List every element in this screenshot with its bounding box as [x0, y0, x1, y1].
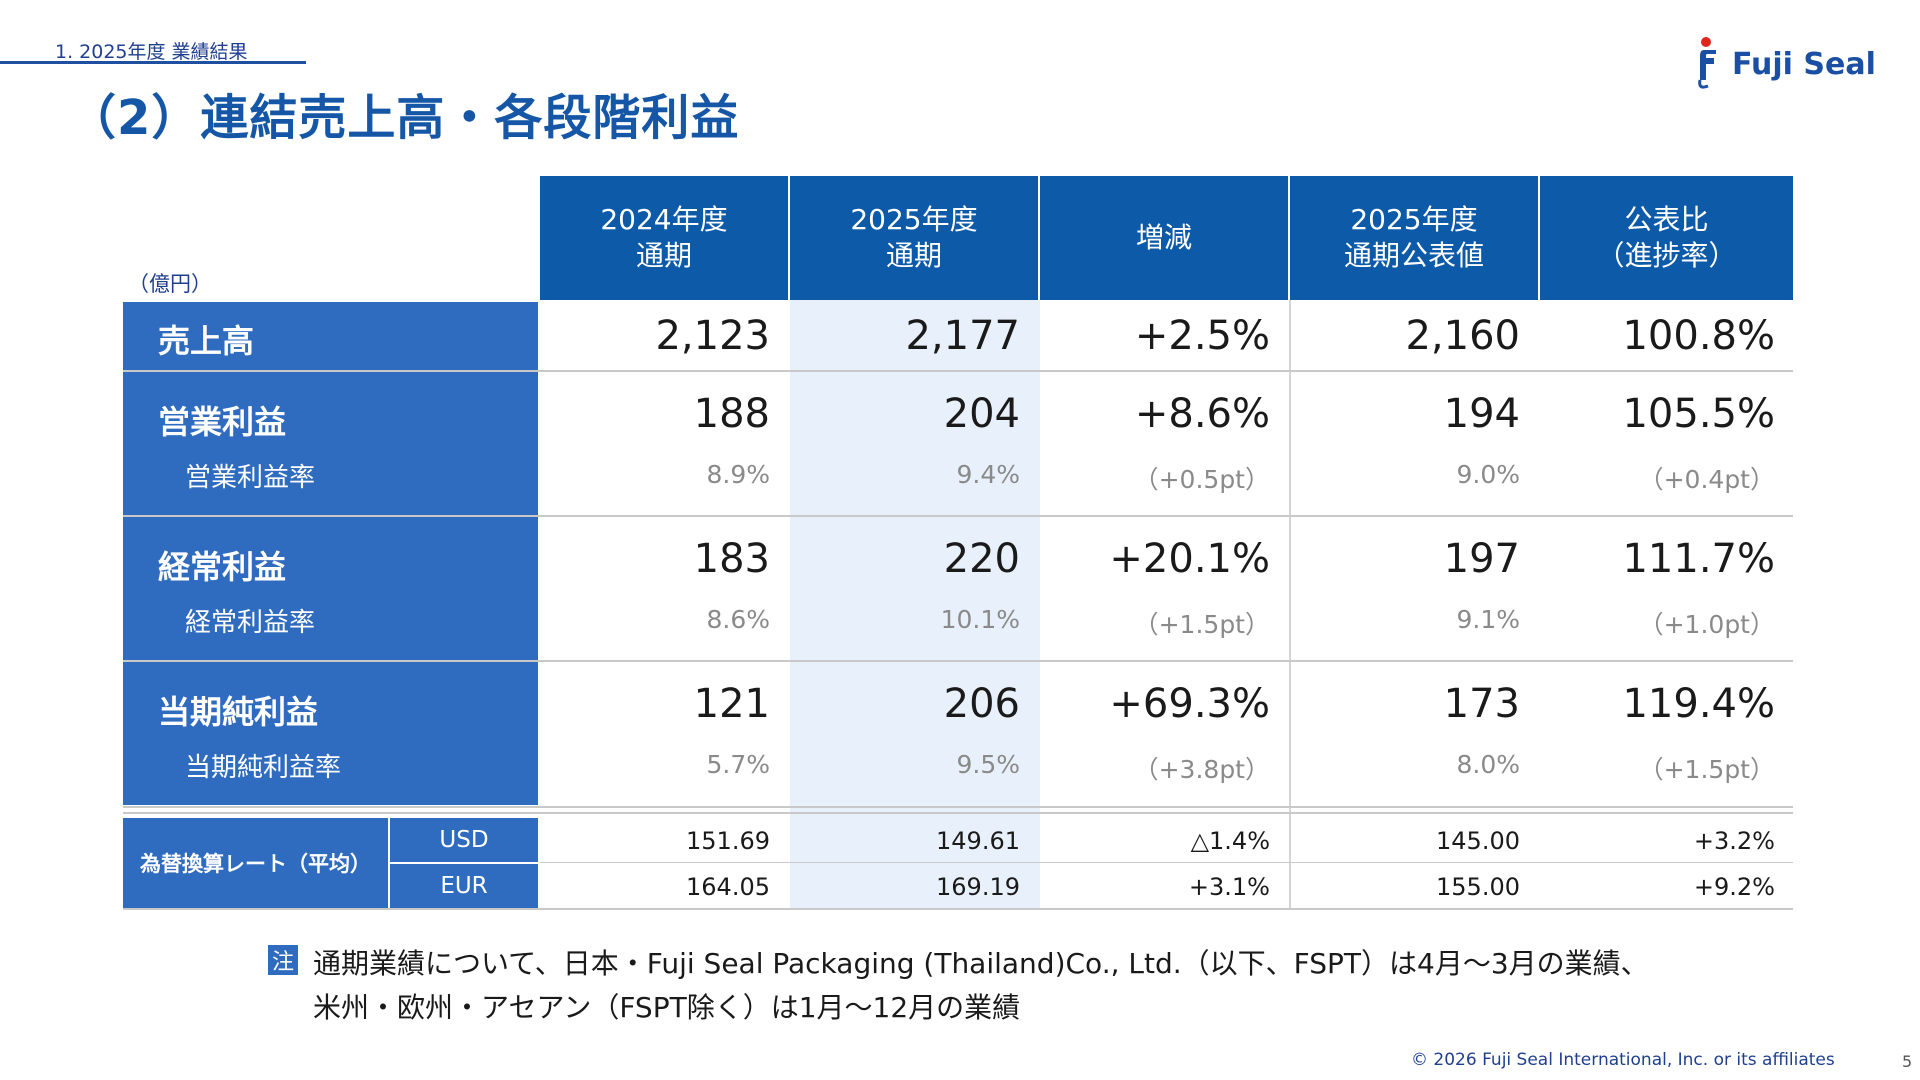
brand-name: Fuji Seal	[1732, 46, 1876, 82]
cell-op-fy2024: 188	[693, 391, 770, 437]
cell-net-fy2025: 206	[943, 681, 1020, 727]
cell-opm-change: （+0.5pt）	[1133, 465, 1270, 494]
row-sublabel-text: 当期純利益率	[185, 753, 342, 783]
fx-usd-progress: +3.2%	[1693, 827, 1775, 855]
section-underline	[0, 61, 306, 64]
fx-usd-change: △1.4%	[1190, 827, 1270, 855]
fx-eur-change: +3.1%	[1188, 873, 1270, 901]
cell-opm-fy2025: 9.4%	[956, 460, 1020, 489]
header-fy2025: 2025年度 通期	[790, 176, 1038, 300]
cell-ord-change: +20.1%	[1109, 536, 1270, 582]
unit-label: （億円）	[128, 272, 212, 296]
row-divider	[123, 806, 1793, 808]
cell-net-change: +69.3%	[1109, 681, 1270, 727]
cell-netm-change: （+3.8pt）	[1133, 755, 1270, 784]
cell-ord-forecast: 197	[1443, 536, 1520, 582]
cell-netm-forecast: 8.0%	[1456, 750, 1520, 779]
row-label-ordinary-profit: 経常利益 経常利益率	[123, 517, 538, 660]
cell-opm-fy2024: 8.9%	[706, 460, 770, 489]
header-progress: 公表比 （進捗率）	[1540, 176, 1793, 300]
cell-net-fy2024: 121	[693, 681, 770, 727]
cell-ord-progress: 111.7%	[1622, 536, 1775, 582]
row-label-text: 売上高	[158, 322, 255, 360]
cell-netm-fy2025: 9.5%	[956, 750, 1020, 779]
note-badge: 注	[268, 945, 298, 975]
cell-sales-fy2024: 2,123	[655, 313, 770, 359]
cell-opm-progress: （+0.4pt）	[1638, 465, 1775, 494]
cell-op-change: +8.6%	[1134, 391, 1270, 437]
page-title: （2）連結売上高・各段階利益	[68, 90, 740, 146]
fx-eur-progress: +9.2%	[1693, 873, 1775, 901]
cell-op-fy2025: 204	[943, 391, 1020, 437]
page-number: 5	[1902, 1052, 1913, 1071]
header-change: 増減	[1040, 176, 1288, 300]
fx-currency-usd: USD	[390, 818, 538, 862]
cell-ord-fy2024: 183	[693, 536, 770, 582]
row-divider	[123, 370, 1793, 372]
fx-eur-forecast: 155.00	[1436, 873, 1520, 901]
row-divider	[123, 812, 1793, 814]
cell-net-forecast: 173	[1443, 681, 1520, 727]
cell-opm-forecast: 9.0%	[1456, 460, 1520, 489]
cell-sales-change: +2.5%	[1134, 313, 1270, 359]
note-text: 通期業績について、日本・Fuji Seal Packaging (Thailan…	[313, 942, 1649, 1030]
note-line-2: 米州・欧州・アセアン（FSPT除く）は1月～12月の業績	[313, 991, 1021, 1024]
cell-sales-forecast: 2,160	[1405, 313, 1520, 359]
fx-eur-fy2024: 164.05	[686, 873, 770, 901]
row-divider	[123, 515, 1793, 517]
row-sublabel-text: 経常利益率	[185, 608, 316, 638]
brand-mark-icon	[1698, 37, 1716, 89]
row-label-text: 経常利益	[158, 548, 287, 586]
cell-net-progress: 119.4%	[1622, 681, 1775, 727]
cell-op-forecast: 194	[1443, 391, 1520, 437]
cell-ord-fy2025: 220	[943, 536, 1020, 582]
fx-usd-forecast: 145.00	[1436, 827, 1520, 855]
column-divider	[1289, 300, 1291, 908]
fx-eur-fy2025: 169.19	[936, 873, 1020, 901]
cell-netm-progress: （+1.5pt）	[1638, 755, 1775, 784]
cell-op-progress: 105.5%	[1622, 391, 1775, 437]
note-line-1: 通期業績について、日本・Fuji Seal Packaging (Thailan…	[313, 947, 1649, 980]
fx-usd-fy2025: 149.61	[936, 827, 1020, 855]
row-divider	[123, 660, 1793, 662]
header-fy2024: 2024年度 通期	[540, 176, 788, 300]
cell-ordm-progress: （+1.0pt）	[1638, 610, 1775, 639]
cell-ordm-fy2024: 8.6%	[706, 605, 770, 634]
header-forecast: 2025年度 通期公表値	[1290, 176, 1538, 300]
cell-netm-fy2024: 5.7%	[706, 750, 770, 779]
row-label-text: 当期純利益	[158, 693, 319, 731]
cell-sales-fy2025: 2,177	[905, 313, 1020, 359]
row-label-operating-profit: 営業利益 営業利益率	[123, 372, 538, 515]
row-label-net-income: 当期純利益 当期純利益率	[123, 662, 538, 805]
fx-usd-fy2024: 151.69	[686, 827, 770, 855]
cell-ordm-change: （+1.5pt）	[1133, 610, 1270, 639]
section-label: 1. 2025年度 業績結果	[55, 41, 248, 63]
cell-sales-progress: 100.8%	[1622, 313, 1775, 359]
fx-currency-eur: EUR	[390, 864, 538, 908]
row-label-sales: 売上高	[123, 302, 538, 370]
row-divider	[540, 862, 1793, 863]
cell-ordm-forecast: 9.1%	[1456, 605, 1520, 634]
cell-ordm-fy2025: 10.1%	[940, 605, 1020, 634]
row-label-text: 営業利益	[158, 403, 287, 441]
copyright-footer: © 2026 Fuji Seal International, Inc. or …	[1411, 1050, 1835, 1070]
fx-rate-label: 為替換算レート（平均）	[123, 818, 388, 908]
table-bottom-border	[123, 908, 1793, 910]
fuji-seal-logo: Fuji Seal	[1694, 36, 1876, 92]
row-sublabel-text: 営業利益率	[185, 463, 316, 493]
